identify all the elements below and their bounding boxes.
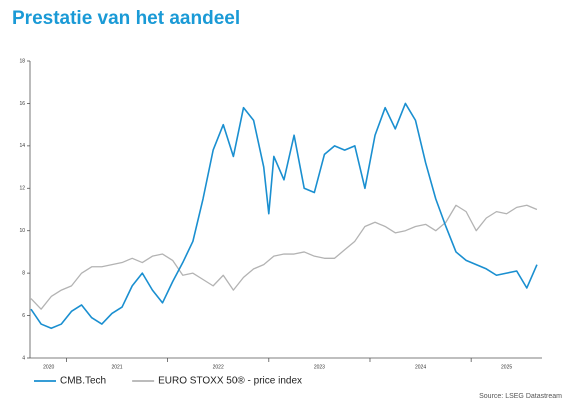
x-tick-label: 2024 <box>415 364 426 370</box>
source-note: Source: LSEG Datastream <box>479 393 562 400</box>
x-tick-label: 2022 <box>213 364 224 370</box>
y-tick-label: 12 <box>19 186 25 192</box>
y-tick-label: 14 <box>19 143 25 149</box>
series-line <box>30 102 538 330</box>
legend-label: CMB.Tech <box>60 376 106 387</box>
x-tick-label: 2020 <box>43 364 54 370</box>
x-tick-label: 2021 <box>111 364 122 370</box>
y-tick-label: 16 <box>19 101 25 107</box>
y-tick-label: 6 <box>22 313 25 319</box>
y-tick-label: 8 <box>22 270 25 276</box>
y-tick-label: 18 <box>19 58 25 64</box>
x-tick-label: 2025 <box>501 364 512 370</box>
legend-label: EURO STOXX 50® - price index <box>158 376 302 387</box>
chart-title: Prestatie van het aandeel <box>12 8 240 29</box>
y-tick-label: 10 <box>19 228 25 234</box>
x-tick-label: 2023 <box>314 364 325 370</box>
series-line <box>30 204 538 310</box>
y-tick-label: 4 <box>22 355 25 361</box>
